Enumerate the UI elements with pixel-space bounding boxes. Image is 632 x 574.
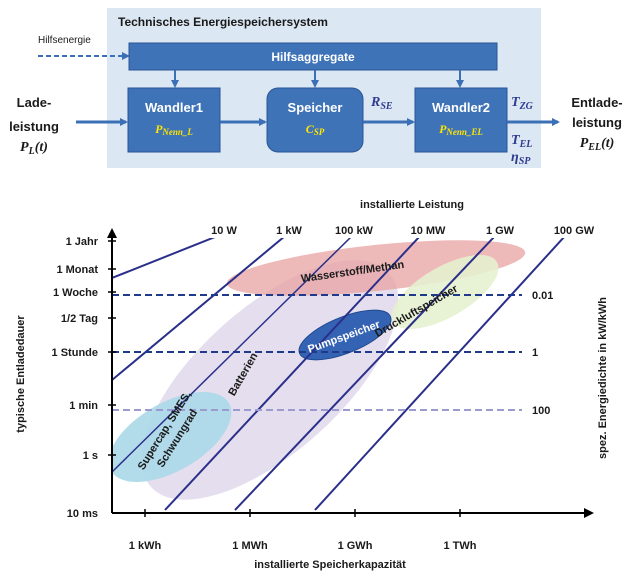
y-tick-label: 1/2 Tag [61, 313, 98, 325]
input-label-line1: Lade- [17, 95, 52, 110]
x-tick-label: 1 TWh [444, 540, 477, 552]
region-hydrogen [226, 240, 526, 296]
power-line-label: 10 W [211, 225, 237, 237]
density-line-label: 100 [532, 405, 550, 417]
power-line-10mw [164, 238, 420, 511]
y-tick-label: 1 Stunde [52, 347, 98, 359]
ragone-chart: Wasserstoff/Methan Druckluftspeicher Pum… [15, 199, 609, 571]
y-tick-label: 1 Monat [56, 264, 98, 276]
power-line-100gw [314, 238, 565, 511]
aux-energy-label: Hilfsenergie [38, 35, 91, 46]
y-tick-label: 10 ms [67, 508, 98, 520]
storage-param: CSP [306, 122, 325, 137]
y-tick-label: 1 Jahr [66, 236, 99, 248]
aux-units-box [128, 42, 498, 71]
eta-sp-label: ηSP [511, 150, 531, 167]
aux-units-label: Hilfsaggregate [271, 50, 355, 64]
power-line-label: 10 MW [411, 225, 446, 237]
converter2-param: PNenn_EL [439, 122, 483, 137]
power-line-label: 100 kW [335, 225, 374, 237]
power-line-10w [112, 238, 216, 279]
converter1-label: Wandler1 [145, 100, 203, 115]
output-formula: PEL(t) [580, 136, 615, 153]
y-tick-marks [108, 240, 116, 456]
y-tick-label: 1 min [69, 400, 98, 412]
system-diagram: Technisches Energiespeichersystem Hilfse… [9, 8, 623, 168]
region-compressed-air [391, 255, 499, 329]
y-tick-label: 1 s [83, 450, 98, 462]
converter1-box [127, 87, 221, 153]
input-label-line2: leistung [9, 119, 59, 134]
x-tick-label: 1 kWh [129, 540, 162, 552]
t-el-label: TEL [511, 133, 532, 150]
t-zg-label: TZG [511, 95, 534, 112]
region-supercap [112, 392, 232, 482]
region-pumped-hydro [298, 309, 392, 361]
power-line-label: 1 GW [486, 225, 515, 237]
power-line-label: 1 kW [276, 225, 302, 237]
storage-box [266, 87, 364, 153]
output-label-line1: Entlade- [571, 95, 622, 110]
right-axis-title: spez. Energiedichte in kW/kWh [597, 297, 609, 459]
top-axis-title: installierte Leistung [360, 199, 464, 211]
x-tick-label: 1 MWh [232, 540, 268, 552]
y-tick-label: 1 Woche [53, 287, 98, 299]
input-formula: PL(t) [20, 140, 48, 157]
power-line-1kw [112, 238, 285, 381]
x-axis-title: installierte Speicherkapazität [254, 559, 406, 571]
converter1-param: PNenn_L [155, 122, 193, 137]
r-se-label: RSE [370, 95, 393, 112]
system-title: Technisches Energiespeichersystem [118, 15, 328, 29]
density-line-label: 0.01 [532, 290, 553, 302]
x-tick-label: 1 GWh [338, 540, 373, 552]
output-label-line2: leistung [572, 115, 622, 130]
y-axis-title: typische Entladedauer [15, 315, 27, 433]
power-line-100kw [112, 238, 352, 473]
storage-label: Speicher [288, 100, 343, 115]
density-line-label: 1 [532, 347, 538, 359]
x-tick-marks [144, 509, 461, 517]
power-line-1gw [234, 238, 495, 511]
converter2-label: Wandler2 [432, 100, 490, 115]
converter2-box [414, 87, 508, 153]
power-line-label: 100 GW [554, 225, 595, 237]
